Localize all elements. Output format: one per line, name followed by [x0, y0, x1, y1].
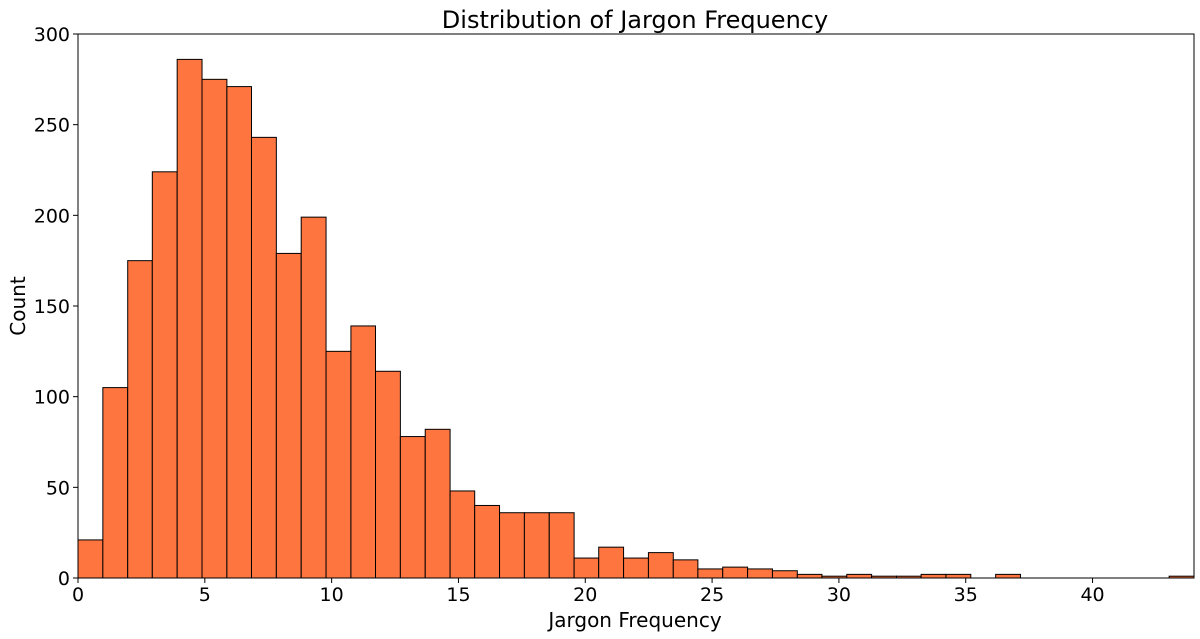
histogram-bar — [945, 573, 972, 579]
histogram-bar — [176, 58, 203, 579]
histogram-bar — [77, 539, 104, 579]
histogram-bar — [226, 86, 252, 579]
x-tick-label: 25 — [700, 584, 724, 606]
y-tick-label: 150 — [34, 296, 70, 318]
histogram-bar — [548, 512, 575, 579]
y-tick-label: 0 — [58, 568, 70, 590]
y-tick-label: 250 — [34, 115, 70, 137]
histogram-bar — [598, 546, 625, 579]
histogram-bar — [523, 512, 550, 579]
histogram-bar — [151, 171, 178, 579]
histogram-bar — [399, 436, 426, 579]
x-tick-label: 15 — [446, 584, 470, 606]
bars-layer — [77, 58, 1195, 579]
y-axis-label: Count — [6, 276, 30, 336]
histogram-bar — [722, 566, 749, 579]
y-axis-ticks: 0 50 100 150 200 250 300 — [34, 24, 78, 590]
y-tick-label: 300 — [34, 24, 70, 46]
histogram-bar — [375, 370, 401, 579]
histogram-bar — [350, 325, 377, 579]
histogram-bar — [697, 568, 724, 579]
histogram-bar — [647, 552, 674, 579]
histogram-bar — [771, 570, 798, 579]
y-tick-label: 100 — [34, 387, 70, 409]
histogram-bar — [796, 573, 823, 579]
histogram-bar — [747, 568, 773, 579]
histogram-bar — [250, 136, 277, 579]
y-tick-label: 200 — [34, 205, 70, 227]
y-tick-label: 50 — [46, 477, 70, 499]
histogram-bar — [300, 216, 327, 579]
histogram-bar — [623, 557, 649, 579]
x-tick-label: 30 — [827, 584, 851, 606]
histogram-bar — [573, 557, 600, 579]
x-axis-label: Jargon Frequency — [546, 608, 721, 632]
x-tick-label: 5 — [199, 584, 211, 606]
histogram-bar — [325, 350, 352, 579]
histogram-bar — [672, 559, 699, 579]
histogram-bar — [846, 573, 873, 579]
histogram-bar — [424, 428, 451, 579]
histogram-bar — [474, 504, 501, 579]
histogram-bar — [449, 490, 476, 579]
histogram-bar — [275, 252, 302, 579]
x-tick-label: 20 — [573, 584, 597, 606]
x-axis-ticks: 0 5 10 15 20 25 30 35 40 — [72, 578, 1105, 606]
histogram-bar — [995, 573, 1022, 579]
x-tick-label: 35 — [954, 584, 978, 606]
histogram-bar — [102, 387, 129, 579]
x-tick-label: 0 — [72, 584, 84, 606]
histogram-bar — [201, 78, 228, 579]
x-tick-label: 40 — [1080, 584, 1104, 606]
x-tick-label: 10 — [320, 584, 344, 606]
histogram-bar — [920, 573, 947, 579]
histogram-bar — [127, 260, 153, 579]
histogram-bar — [499, 512, 525, 579]
chart-title: Distribution of Jargon Frequency — [442, 6, 828, 34]
